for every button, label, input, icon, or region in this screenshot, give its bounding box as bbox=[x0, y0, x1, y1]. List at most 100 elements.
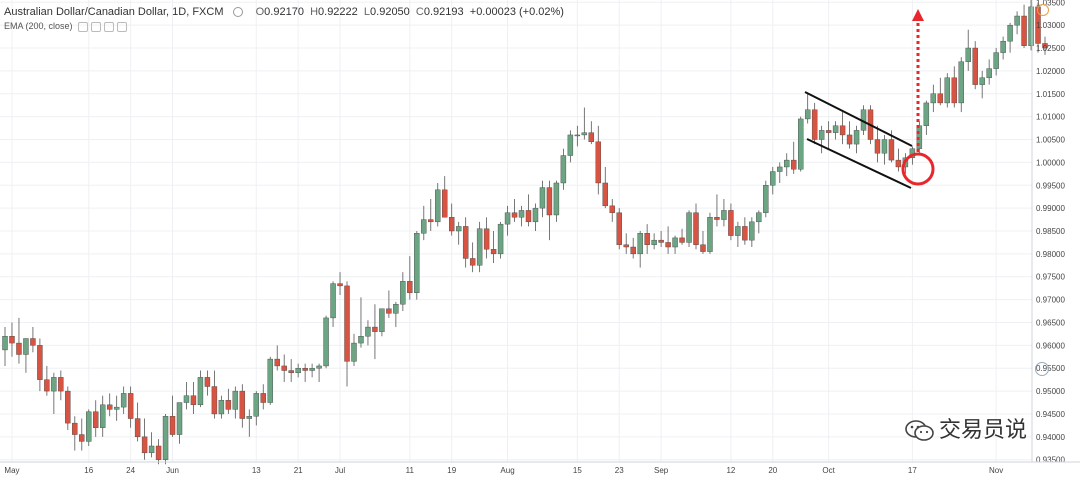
candle bbox=[421, 205, 427, 241]
settings-icon[interactable] bbox=[91, 21, 102, 32]
candle bbox=[986, 59, 992, 85]
candle bbox=[44, 365, 50, 396]
visibility-icon[interactable] bbox=[232, 7, 243, 18]
candle-body-up bbox=[539, 187, 546, 209]
candle bbox=[490, 231, 497, 264]
candle-body-down bbox=[302, 368, 308, 371]
candle-body-up bbox=[267, 358, 273, 403]
candle-body-up bbox=[567, 134, 574, 156]
candle bbox=[623, 233, 629, 254]
candle bbox=[518, 205, 525, 227]
candle-body-down bbox=[127, 393, 134, 419]
candle bbox=[295, 363, 301, 378]
candle bbox=[93, 400, 99, 437]
candle-body-up bbox=[986, 68, 992, 78]
candle-body-up bbox=[686, 212, 692, 243]
y-tick-label: 0.95500 bbox=[1036, 364, 1065, 373]
candle bbox=[846, 121, 853, 149]
x-tick-label: Sep bbox=[654, 466, 669, 475]
candle bbox=[560, 148, 567, 190]
candle-body-up bbox=[797, 118, 804, 170]
candle bbox=[204, 370, 211, 396]
candle bbox=[665, 226, 671, 254]
y-tick-label: 0.99500 bbox=[1036, 181, 1065, 190]
candle bbox=[839, 112, 846, 145]
alert-clock-icon[interactable] bbox=[1037, 4, 1049, 16]
candle-body-down bbox=[895, 159, 902, 168]
candle-body-down bbox=[469, 258, 476, 266]
candle-body-down bbox=[372, 326, 378, 332]
candle bbox=[567, 130, 574, 163]
candle bbox=[365, 320, 371, 346]
candle bbox=[448, 203, 455, 236]
candle-body-down bbox=[344, 285, 350, 362]
candle bbox=[393, 301, 399, 328]
candle bbox=[309, 363, 315, 378]
candle-body-down bbox=[44, 379, 50, 392]
indicator-label: EMA (200, close) bbox=[4, 21, 73, 31]
candle-body-up bbox=[770, 171, 776, 186]
candle bbox=[707, 212, 713, 254]
candle bbox=[511, 198, 518, 222]
candle-body-down bbox=[972, 47, 978, 85]
candle bbox=[609, 198, 615, 222]
candle-body-down bbox=[525, 210, 532, 223]
candle bbox=[435, 182, 441, 227]
scroll-to-end-icon[interactable] bbox=[1035, 362, 1049, 376]
candle-body-up bbox=[574, 134, 581, 137]
candle bbox=[323, 315, 329, 369]
candle-body-down bbox=[155, 445, 162, 460]
candle bbox=[400, 272, 406, 312]
candle bbox=[455, 221, 462, 245]
candle-body-down bbox=[442, 189, 448, 218]
x-tick-label: 20 bbox=[768, 466, 777, 475]
candle-body-up bbox=[993, 52, 999, 69]
wechat-icon bbox=[905, 420, 934, 441]
x-tick-label: Jul bbox=[335, 466, 345, 475]
candle bbox=[407, 256, 413, 300]
candle-body-up bbox=[637, 233, 643, 255]
candle bbox=[895, 148, 902, 172]
candle-body-down bbox=[1042, 43, 1048, 49]
candle-body-down bbox=[839, 125, 846, 136]
change-value: +0.00023 (+0.02%) bbox=[469, 6, 564, 18]
more-icon[interactable] bbox=[117, 21, 128, 32]
price-axis[interactable]: 1.03500 1.03000 1.02500 1.02000 1.01500 1.010… bbox=[1031, 0, 1065, 465]
candle-body-down bbox=[93, 411, 99, 428]
time-axis[interactable]: May 16 24 Jun 13 21 Jul 11 19 Aug 15 23 Sep 12 20 Oct 17… bbox=[0, 461, 1080, 475]
candle bbox=[232, 386, 239, 419]
candlestick-series bbox=[2, 0, 1048, 465]
eye-icon[interactable] bbox=[78, 21, 89, 32]
candle bbox=[51, 372, 57, 414]
candle bbox=[735, 221, 741, 248]
x-tick-label: 16 bbox=[84, 466, 93, 475]
candle bbox=[581, 107, 588, 140]
candle bbox=[428, 198, 434, 231]
candle bbox=[162, 413, 169, 465]
candle bbox=[239, 384, 246, 428]
candle-body-up bbox=[323, 317, 329, 367]
candle bbox=[120, 386, 127, 414]
candle bbox=[190, 381, 197, 414]
candle bbox=[923, 100, 930, 135]
x-tick-label: Nov bbox=[989, 466, 1003, 475]
candle-body-up bbox=[944, 77, 950, 104]
y-tick-label: 0.97500 bbox=[1036, 273, 1065, 282]
close-icon[interactable] bbox=[104, 21, 115, 32]
x-tick-label: 13 bbox=[252, 466, 261, 475]
ohlc-readout: O0.92170 H0.92222 L0.92050 C0.92193 +0.0… bbox=[256, 6, 564, 18]
candle-body-up bbox=[651, 239, 657, 245]
candle bbox=[86, 409, 92, 446]
candle-body-down bbox=[337, 283, 343, 287]
candle-body-down bbox=[79, 434, 85, 442]
candle bbox=[1042, 36, 1048, 55]
candle-body-up bbox=[707, 217, 713, 252]
candle bbox=[469, 242, 476, 273]
candle-body-down bbox=[623, 244, 629, 248]
candle bbox=[1021, 4, 1027, 49]
candle-body-up bbox=[148, 445, 155, 454]
candle bbox=[770, 166, 776, 195]
candle-body-down bbox=[462, 226, 469, 259]
candle-body-down bbox=[72, 422, 78, 435]
